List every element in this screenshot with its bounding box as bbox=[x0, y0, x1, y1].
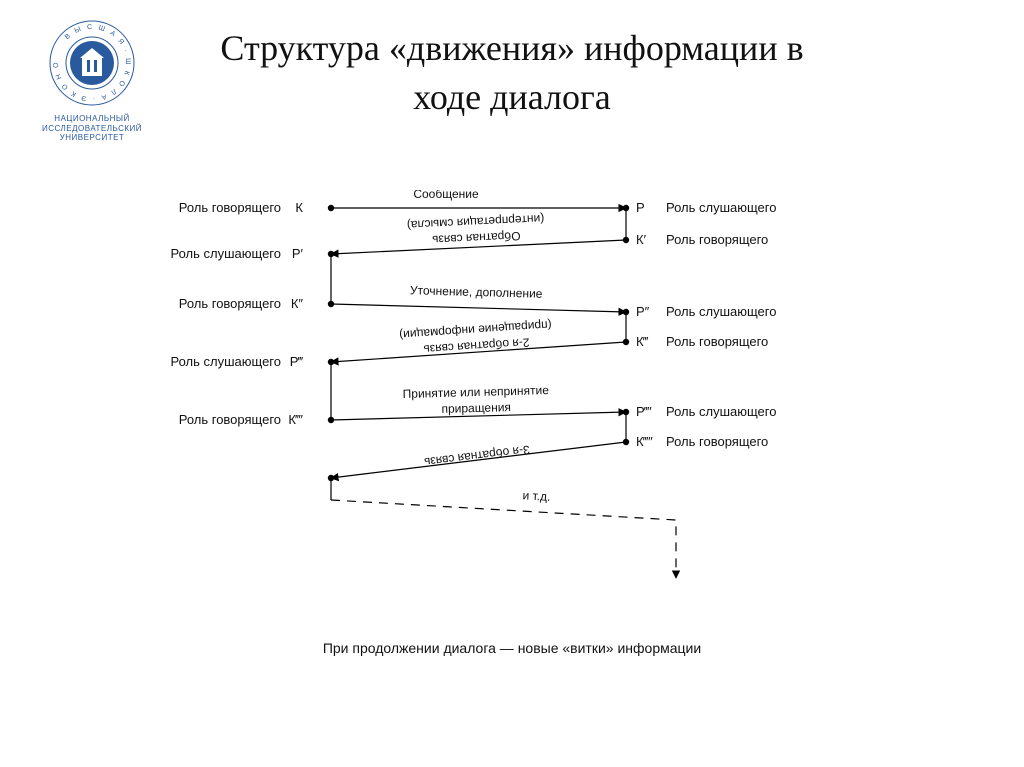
svg-text:3-я обратная связь: 3-я обратная связь bbox=[423, 443, 530, 470]
node-symbol: К‴′ bbox=[288, 412, 303, 427]
node-symbol: Р′ bbox=[292, 246, 303, 261]
role-label: Роль говорящего bbox=[666, 434, 768, 449]
node-symbol: Р″ bbox=[636, 304, 649, 319]
svg-text:Обратная связь: Обратная связь bbox=[432, 229, 521, 247]
node-symbol: К′ bbox=[636, 232, 646, 247]
svg-text:Принятие или непринятие: Принятие или непринятие bbox=[402, 383, 549, 401]
node-symbol: К bbox=[295, 200, 303, 215]
role-label: Роль слушающего bbox=[171, 354, 281, 369]
dialogue-flow-diagram: Сообщение Обратная связь(интерпретация см… bbox=[176, 190, 848, 650]
bottom-caption: При продолжении диалога — новые «витки» … bbox=[0, 640, 1024, 656]
role-label: Роль говорящего bbox=[179, 412, 281, 427]
role-label: Роль слушающего bbox=[666, 200, 776, 215]
svg-text:Уточнение, дополнение: Уточнение, дополнение bbox=[410, 283, 543, 301]
role-label: Роль слушающего bbox=[666, 304, 776, 319]
svg-text:и т.д.: и т.д. bbox=[522, 488, 551, 504]
role-label: Роль говорящего bbox=[666, 232, 768, 247]
node-symbol: Р bbox=[636, 200, 645, 215]
node-symbol: Р‴ bbox=[290, 354, 303, 369]
role-label: Роль говорящего bbox=[666, 334, 768, 349]
role-label: Роль говорящего bbox=[179, 296, 281, 311]
title-line-2: ходе диалога bbox=[413, 77, 610, 117]
node-symbol: Р‴′ bbox=[636, 404, 652, 419]
role-label: Роль говорящего bbox=[179, 200, 281, 215]
node-symbol: К‴″ bbox=[636, 434, 653, 449]
role-label: Роль слушающего bbox=[171, 246, 281, 261]
page-title: Структура «движения» информации в ходе д… bbox=[0, 24, 1024, 121]
svg-text:приращения: приращения bbox=[441, 400, 511, 416]
node-symbol: К″ bbox=[291, 296, 303, 311]
node-symbol: К‴ bbox=[636, 334, 648, 349]
title-line-1: Структура «движения» информации в bbox=[220, 28, 803, 68]
svg-text:Сообщение: Сообщение bbox=[413, 190, 479, 201]
role-label: Роль слушающего bbox=[666, 404, 776, 419]
svg-text:(интерпретация смысла): (интерпретация смысла) bbox=[407, 212, 545, 233]
